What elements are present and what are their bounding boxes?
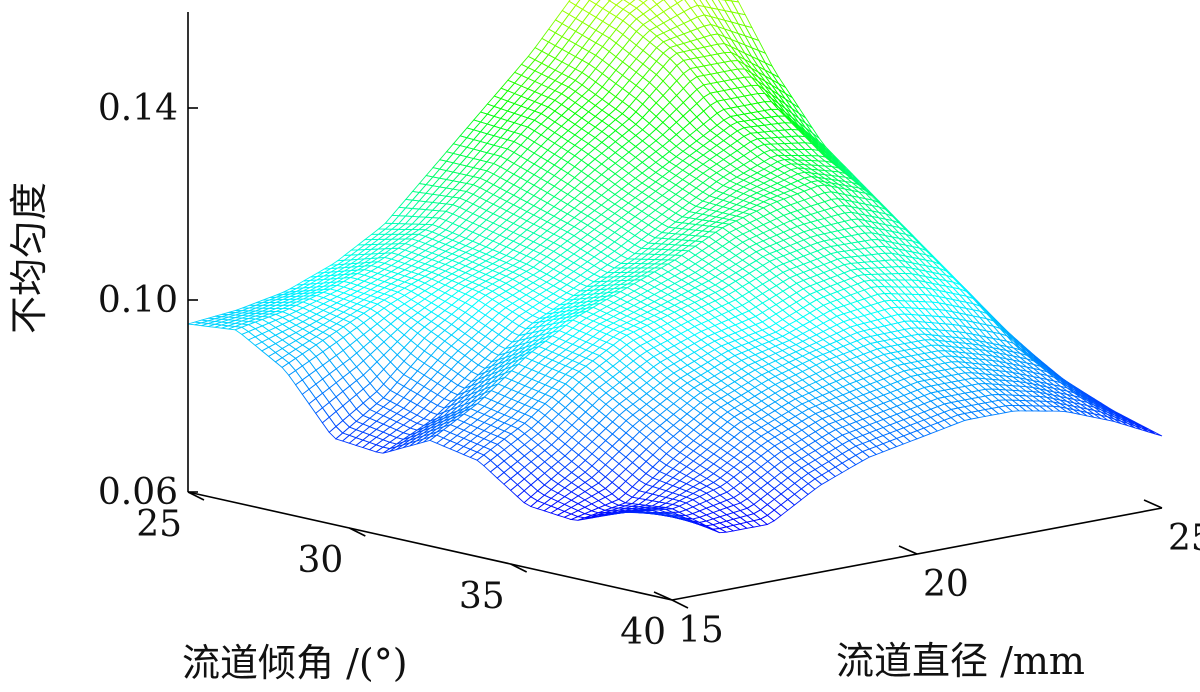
surface-cell: [638, 0, 648, 4]
surface-cell: [588, 0, 601, 5]
surface-cell: [608, 0, 623, 6]
surface-mesh: [187, 0, 1163, 534]
surface-cell: [568, 0, 581, 6]
surface-cell: [652, 0, 664, 5]
surface-cell: [623, 0, 636, 5]
